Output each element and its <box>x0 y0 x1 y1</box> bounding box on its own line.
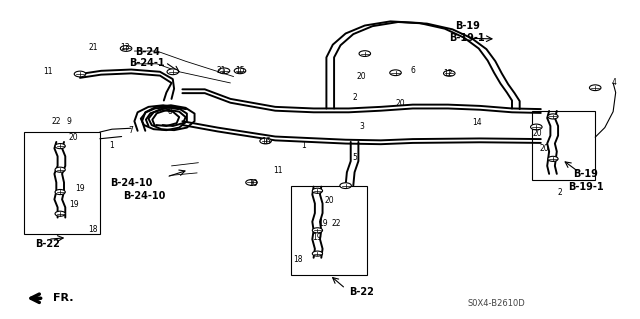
Circle shape <box>55 144 65 149</box>
Circle shape <box>312 228 323 233</box>
Bar <box>532 111 595 180</box>
Text: B-24
B-24-1: B-24 B-24-1 <box>129 47 165 68</box>
Circle shape <box>55 189 65 195</box>
Text: 10: 10 <box>248 179 258 188</box>
Text: 20: 20 <box>356 72 367 81</box>
Text: 20: 20 <box>324 197 335 205</box>
Text: 4: 4 <box>612 78 617 87</box>
Circle shape <box>74 71 86 77</box>
Text: 11: 11 <box>274 166 283 175</box>
Text: 3: 3 <box>359 122 364 130</box>
Circle shape <box>444 70 455 76</box>
Text: 8: 8 <box>167 107 172 116</box>
Text: 7: 7 <box>129 126 134 135</box>
Text: S0X4-B2610D: S0X4-B2610D <box>467 299 525 308</box>
Text: 18: 18 <box>88 225 97 234</box>
Text: B-22: B-22 <box>36 239 60 249</box>
Text: 1: 1 <box>109 141 115 150</box>
Circle shape <box>531 124 542 130</box>
Circle shape <box>246 180 257 185</box>
Text: B-24-10: B-24-10 <box>110 178 152 189</box>
Circle shape <box>234 68 246 74</box>
Text: 13: 13 <box>120 43 130 52</box>
Circle shape <box>55 167 65 172</box>
Text: 22: 22 <box>332 219 340 228</box>
Text: B-19-1: B-19-1 <box>568 182 604 192</box>
Text: 14: 14 <box>472 118 482 127</box>
Text: 15: 15 <box>235 66 245 75</box>
Text: 21: 21 <box>88 43 97 52</box>
Circle shape <box>312 188 323 193</box>
Circle shape <box>167 69 179 75</box>
Text: 5: 5 <box>353 153 358 162</box>
Circle shape <box>218 68 230 74</box>
Text: 20: 20 <box>395 99 405 108</box>
Text: 19: 19 <box>68 200 79 209</box>
Text: 12: 12 <box>444 69 452 78</box>
Text: FR.: FR. <box>53 293 74 303</box>
Circle shape <box>589 85 601 91</box>
Circle shape <box>55 211 65 216</box>
Text: 16: 16 <box>260 137 271 146</box>
Text: 22: 22 <box>52 117 61 126</box>
Text: 20: 20 <box>539 144 549 153</box>
Text: 19: 19 <box>312 233 322 242</box>
Circle shape <box>390 70 401 76</box>
Circle shape <box>340 183 351 189</box>
Circle shape <box>120 46 132 51</box>
Text: 20: 20 <box>68 133 79 142</box>
Text: 2: 2 <box>557 189 563 197</box>
Text: B-19: B-19 <box>573 169 598 179</box>
Text: 20: 20 <box>532 130 543 138</box>
Text: 19: 19 <box>75 184 85 193</box>
Text: 21: 21 <box>216 66 225 75</box>
Text: 1: 1 <box>301 141 307 150</box>
Text: 18: 18 <box>293 256 302 264</box>
Text: 2: 2 <box>353 93 358 102</box>
Circle shape <box>548 114 558 119</box>
Bar <box>291 186 367 275</box>
Text: 9: 9 <box>67 117 72 126</box>
Bar <box>24 132 100 234</box>
Text: B-24-10: B-24-10 <box>123 191 165 201</box>
Circle shape <box>260 138 271 144</box>
Text: 19: 19 <box>318 219 328 228</box>
Text: B-22: B-22 <box>349 287 374 297</box>
Circle shape <box>312 251 323 256</box>
Circle shape <box>359 51 371 56</box>
Circle shape <box>548 156 558 161</box>
Text: B-19
B-19-1: B-19 B-19-1 <box>449 21 485 43</box>
Text: 6: 6 <box>410 66 415 75</box>
Text: 11: 11 <box>44 67 52 76</box>
